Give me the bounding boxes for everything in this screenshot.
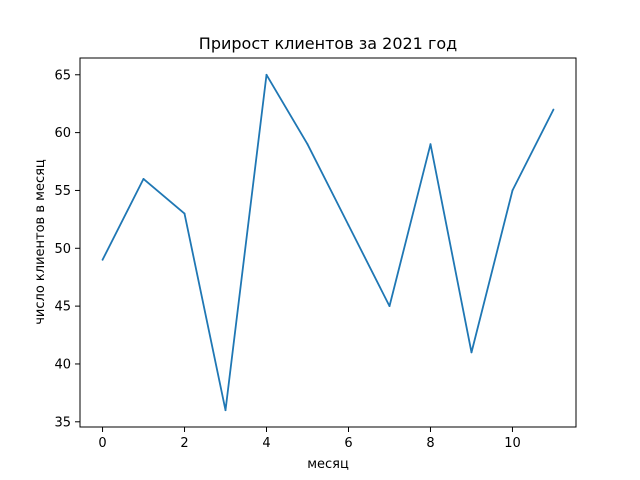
- x-tick-label: 2: [180, 436, 188, 451]
- x-tick-label: 4: [262, 436, 270, 451]
- data-point: [224, 409, 227, 412]
- data-point: [183, 212, 186, 215]
- plot-area: [79, 57, 577, 428]
- y-tick-label: 55: [54, 184, 71, 199]
- x-tick-label: 6: [344, 436, 352, 451]
- data-point: [511, 189, 514, 192]
- x-tick-label: 10: [504, 436, 521, 451]
- data-point: [101, 258, 104, 261]
- chart-title: Прирост клиентов за 2021 год: [199, 34, 457, 53]
- data-point: [306, 143, 309, 146]
- plot-frame: [79, 57, 577, 428]
- series-layer: [101, 73, 555, 412]
- y-tick-label: 65: [54, 68, 71, 83]
- y-tick-label: 40: [54, 357, 71, 372]
- y-tick-label: 60: [54, 126, 71, 141]
- data-point: [265, 73, 268, 76]
- data-point: [429, 143, 432, 146]
- x-axis-label: месяц: [307, 457, 349, 472]
- y-tick-label: 50: [54, 242, 71, 257]
- y-tick-label: 35: [54, 415, 71, 430]
- data-point: [552, 108, 555, 111]
- data-point: [347, 224, 350, 227]
- data-point: [470, 351, 473, 354]
- x-tick-label: 0: [98, 436, 106, 451]
- series-line: [101, 73, 555, 412]
- x-tick-label: 8: [426, 436, 434, 451]
- y-tick-label: 45: [54, 300, 71, 315]
- y-axis-label: число клиентов в месяц: [33, 159, 48, 325]
- data-point: [142, 177, 145, 180]
- axis-ticks: 0 2 4 6 8 10 35 40 45 50 55 60 65: [54, 68, 520, 451]
- data-point: [388, 305, 391, 308]
